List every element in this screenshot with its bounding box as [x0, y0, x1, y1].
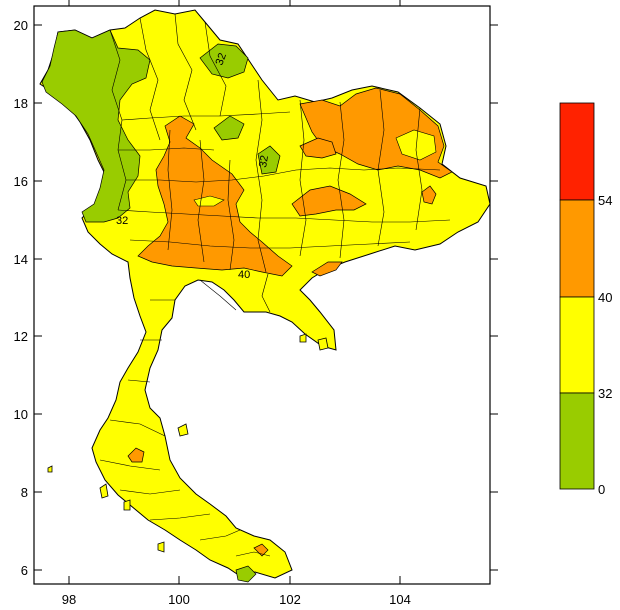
coastal-islands: [47, 333, 329, 553]
legend-band-orange: [559, 199, 595, 298]
green-region-north: [199, 43, 249, 79]
legend-label: 40: [598, 290, 612, 305]
x-tick-label: 102: [279, 592, 301, 607]
color-legend: 54 40 32 0: [559, 102, 612, 497]
contour-label-north: 32: [214, 51, 229, 67]
orange-region-chanthaburi: [311, 261, 343, 277]
legend-band-green: [559, 392, 595, 490]
orange-region-south: [127, 447, 145, 463]
x-tick-label: 98: [62, 592, 76, 607]
green-region-south-tip: [235, 565, 257, 583]
y-tick-label: 16: [14, 174, 28, 189]
y-tick-label: 20: [14, 18, 28, 33]
x-tick-label: 104: [389, 592, 411, 607]
green-region-loei: [257, 145, 281, 175]
legend-label: 0: [598, 482, 605, 497]
x-axis-ticks: [68, 0, 401, 584]
contour-label-west: 32: [116, 215, 128, 227]
x-tick-label: 100: [168, 592, 190, 607]
y-tick-label: 6: [21, 563, 28, 578]
legend-label: 54: [598, 193, 612, 208]
legend-label: 32: [598, 386, 612, 401]
yellow-pocket-northeast: [395, 129, 437, 161]
legend-band-red: [559, 102, 595, 201]
y-tick-label: 8: [21, 485, 28, 500]
green-region-northwest: [41, 29, 151, 223]
contour-label-central: 40: [238, 269, 250, 281]
orange-region-central: [137, 115, 293, 277]
contour-label-loei: 32: [257, 154, 271, 168]
orange-region-ubon: [421, 185, 437, 205]
orange-region-east: [291, 185, 367, 217]
map-panel: 32 32 32 40 98 100 102 104 6 8 10: [14, 0, 498, 607]
y-tick-label: 12: [14, 329, 28, 344]
legend-band-yellow: [559, 296, 595, 394]
y-tick-label: 18: [14, 96, 28, 111]
orange-region-isan-small: [299, 137, 337, 159]
y-tick-label: 10: [14, 407, 28, 422]
y-axis-ticks: [34, 24, 498, 571]
province-boundaries: [99, 13, 451, 557]
y-tick-label: 14: [14, 252, 28, 267]
green-region-north-central: [213, 115, 245, 141]
